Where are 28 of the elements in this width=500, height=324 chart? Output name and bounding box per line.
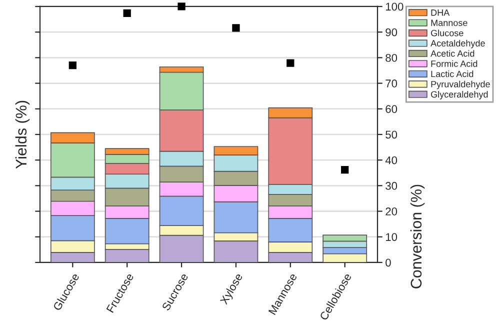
y-tick-label: 80	[386, 54, 398, 62]
legend-label: Acetaldehyde	[430, 40, 485, 48]
y-tick-label: 0	[386, 258, 391, 267]
legend-label: Mannose	[431, 20, 468, 26]
point	[232, 24, 240, 32]
legend-label: Pyruvaldehyde	[431, 80, 490, 90]
point	[341, 166, 349, 174]
y2-axis-title: Conversion (%)	[410, 184, 425, 288]
point	[123, 9, 131, 17]
point	[68, 62, 76, 70]
y-tick-label: 20	[386, 208, 398, 216]
y-tick-label: 70	[386, 80, 398, 88]
y-tick-label: 50	[386, 130, 398, 139]
legend-label: Formic Acid	[431, 60, 478, 67]
legend-label: Acetic Acid	[430, 50, 474, 57]
legend-label: DHA	[431, 10, 450, 16]
y-tick-label: 10	[386, 233, 398, 241]
y-axis-title: Yields (%)	[15, 100, 30, 169]
y-tick-label: 40	[385, 156, 398, 164]
y-tick-label: 90	[386, 28, 398, 36]
y-tick-label: 60	[386, 105, 398, 113]
point	[286, 59, 294, 67]
legend-label: Lactic Acid	[431, 70, 474, 78]
y-tick-label: 100	[386, 2, 404, 11]
point	[178, 2, 186, 10]
legend-label: Glucose	[431, 30, 464, 36]
legend-label: Glyceraldehyd	[431, 90, 488, 100]
y-tick-label: 30	[386, 182, 398, 190]
